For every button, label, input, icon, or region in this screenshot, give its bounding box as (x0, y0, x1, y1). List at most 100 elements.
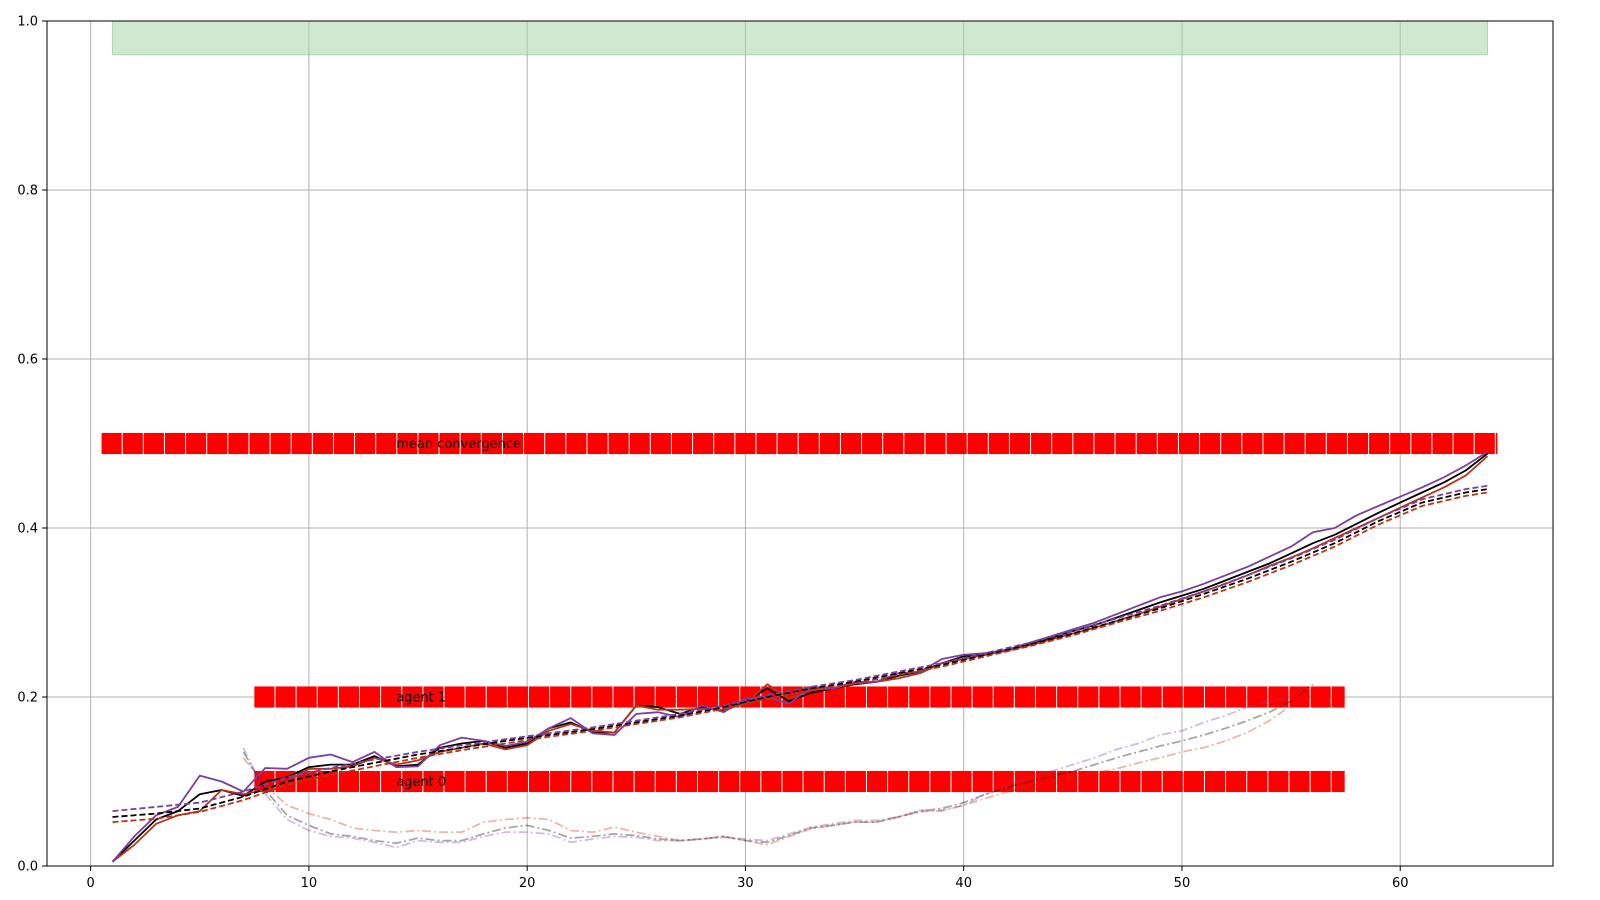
marker-square (528, 686, 550, 708)
marker-square (423, 770, 444, 793)
marker-square (719, 770, 740, 793)
marker-square (655, 686, 676, 708)
series-line-dashed-mean (112, 488, 1488, 818)
marker-square (993, 770, 1014, 793)
marker-square (1183, 770, 1204, 793)
marker-square (930, 770, 951, 793)
marker-square (777, 432, 798, 455)
marker-square (1289, 686, 1310, 708)
marker-square (967, 432, 988, 455)
marker-square (840, 432, 862, 455)
x-tick-label: 30 (737, 876, 754, 891)
marker-square (676, 770, 697, 793)
x-tick-label: 40 (955, 876, 972, 891)
marker-square (1099, 686, 1120, 708)
marker-square (782, 770, 803, 793)
marker-square (444, 770, 465, 793)
marker-square (566, 432, 587, 455)
marker-square (925, 432, 946, 455)
marker-square (676, 686, 697, 708)
marker-square (671, 432, 693, 455)
marker-square (291, 432, 312, 455)
marker-square (883, 432, 904, 455)
marker-square (1200, 432, 1221, 455)
marker-square (528, 770, 550, 793)
marker-square (1120, 770, 1141, 793)
marker-square (502, 432, 524, 455)
y-tick-label: 0.6 (17, 353, 38, 368)
marker-square (1035, 686, 1057, 708)
marker-square (1390, 432, 1411, 455)
x-tick-label: 60 (1392, 876, 1409, 891)
plot-frame (46, 20, 1554, 867)
marker-square (714, 432, 735, 455)
marker-square (1162, 686, 1183, 708)
marker-square (1226, 686, 1247, 708)
annotations-layer: mean convergence agent 1 agent 0 (396, 437, 521, 790)
marker-square (972, 686, 993, 708)
marker-square (740, 770, 761, 793)
marker-square (824, 770, 845, 793)
marker-square (439, 432, 460, 455)
marker-square (951, 686, 972, 708)
marker-square (550, 686, 571, 708)
marker-square (909, 770, 930, 793)
marker-square (1078, 686, 1099, 708)
marker-square (524, 432, 545, 455)
marker-square (1474, 432, 1495, 455)
marker-square (866, 686, 888, 708)
marker-square (1031, 432, 1052, 455)
marker-square (1099, 770, 1120, 793)
marker-square (423, 686, 444, 708)
band-layer (111, 20, 1489, 56)
marker-square (1247, 686, 1268, 708)
marker-square (1052, 432, 1073, 455)
marker-square (545, 432, 566, 455)
marker-square (1136, 432, 1157, 455)
marker-square (275, 686, 296, 708)
series-line-dashed-agent1 (112, 484, 1488, 812)
marker-square (444, 686, 465, 708)
marker-square (465, 770, 486, 793)
marker-square (460, 432, 481, 455)
marker-square (486, 770, 507, 793)
x-tick-label: 50 (1174, 876, 1191, 891)
marker-square (397, 432, 418, 455)
marker-square (862, 432, 883, 455)
marker-square (735, 432, 756, 455)
marker-square (845, 686, 866, 708)
marker-square (1221, 432, 1242, 455)
marker-square (655, 770, 676, 793)
marker-square (571, 770, 592, 793)
marker-square (486, 686, 507, 708)
marker-square (296, 686, 317, 708)
marker-square (186, 432, 207, 455)
marker-square (1495, 432, 1498, 455)
marker-square (888, 770, 909, 793)
marker-square (845, 770, 866, 793)
marker-square (1310, 686, 1331, 708)
marker-square (1035, 770, 1057, 793)
series-line-dashed-agent0 (112, 491, 1488, 823)
top-band (111, 20, 1489, 56)
x-tick-label: 10 (301, 876, 318, 891)
marker-square (402, 686, 423, 708)
marker-square (1347, 432, 1369, 455)
marker-square (946, 432, 967, 455)
marker-square (338, 686, 359, 708)
marker-square (888, 686, 909, 708)
marker-square (1009, 432, 1031, 455)
marker-square (629, 432, 650, 455)
marker-square (1326, 432, 1347, 455)
marker-square (164, 432, 186, 455)
marker-square (798, 432, 819, 455)
y-tick-label: 1.0 (17, 15, 38, 30)
marker-square (1369, 432, 1390, 455)
y-tick-label: 0.2 (17, 691, 38, 706)
annotation-label: mean convergence (396, 437, 521, 452)
marker-square (697, 770, 719, 793)
marker-square (1284, 432, 1305, 455)
marker-square (143, 432, 164, 455)
marker-square (1014, 686, 1035, 708)
y-tick-label: 0.8 (17, 184, 38, 199)
